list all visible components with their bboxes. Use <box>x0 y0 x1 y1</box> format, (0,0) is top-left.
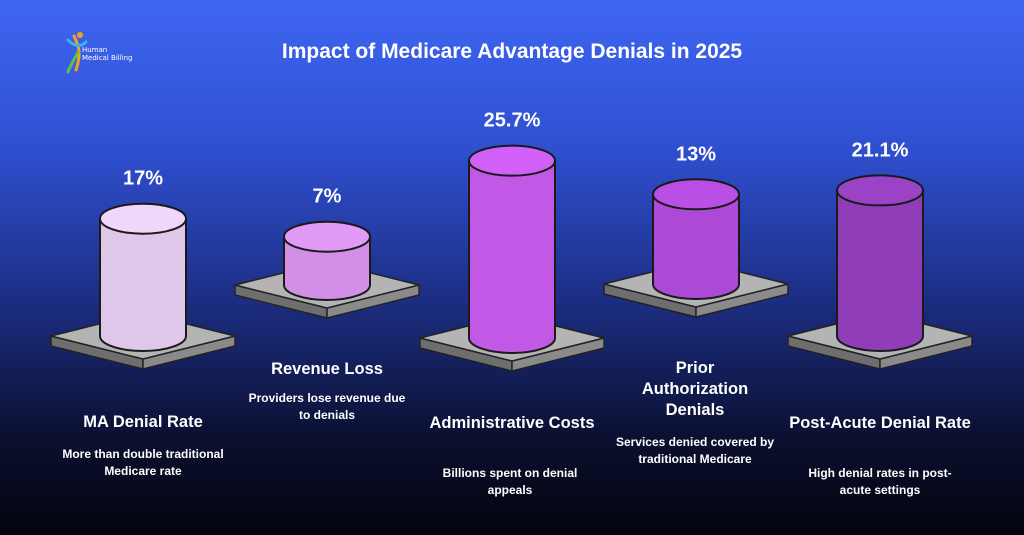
chart-title: Impact of Medicare Advantage Denials in … <box>281 40 743 63</box>
bar-top-administrative-costs <box>468 144 556 177</box>
logo-icon <box>66 32 88 74</box>
bar-top-ma-denial-rate <box>99 202 187 235</box>
category-label-prior-authorization-denials: Prior Authorization Denials <box>641 359 749 419</box>
category-label-post-acute-denial-rate: Post-Acute Denial Rate <box>789 414 971 432</box>
category-label-administrative-costs: Administrative Costs <box>429 414 595 432</box>
bar-prior-authorization-denials <box>652 193 740 300</box>
description-administrative-costs: Billions spent on denial appeals <box>442 466 578 497</box>
logo-text: Human Medical Billing <box>82 46 133 62</box>
bar-top-revenue-loss <box>283 220 371 253</box>
description-post-acute-denial-rate: High denial rates in post-acute settings <box>808 466 952 497</box>
value-label-post-acute-denial-rate: 21.1% <box>852 139 909 161</box>
bar-top-prior-authorization-denials <box>652 178 740 211</box>
value-label-ma-denial-rate: 17% <box>123 168 163 190</box>
bar-ma-denial-rate <box>99 217 187 352</box>
bar-top-post-acute-denial-rate <box>836 174 924 207</box>
bar-administrative-costs <box>468 159 556 354</box>
description-ma-denial-rate: More than double traditional Medicare ra… <box>62 447 224 478</box>
value-label-prior-authorization-denials: 13% <box>676 143 716 165</box>
category-label-revenue-loss: Revenue Loss <box>271 360 383 378</box>
bar-revenue-loss <box>283 235 371 301</box>
description-revenue-loss: Providers lose revenue due to denials <box>248 391 406 422</box>
bar-post-acute-denial-rate <box>836 189 924 352</box>
logo-line1: Human <box>82 46 108 54</box>
value-label-administrative-costs: 25.7% <box>484 110 541 132</box>
description-prior-authorization-denials: Services denied covered by traditional M… <box>615 435 775 466</box>
category-label-ma-denial-rate: MA Denial Rate <box>83 413 203 431</box>
logo-line2: Medical Billing <box>82 54 133 62</box>
value-label-revenue-loss: 7% <box>313 186 342 208</box>
